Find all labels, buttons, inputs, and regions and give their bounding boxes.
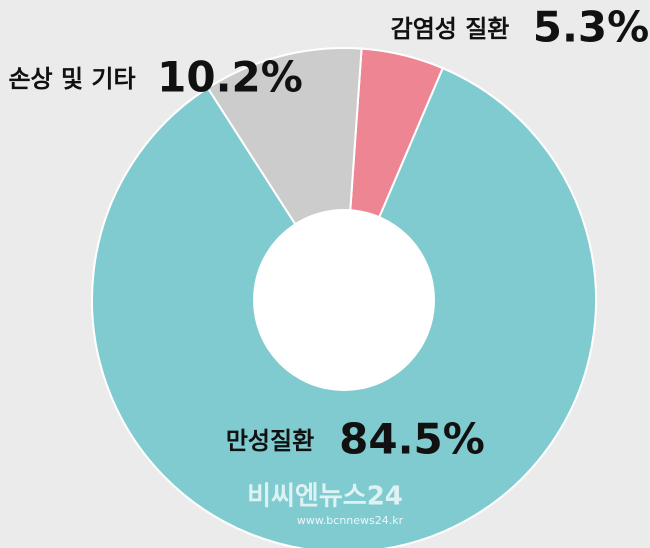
value-label: 10.2% — [157, 53, 303, 102]
category-label: 감염성 질환 — [391, 15, 510, 43]
donut-hole — [253, 209, 435, 391]
category-label: 손상 및 기타 — [8, 65, 135, 93]
value-label: 84.5% — [339, 415, 485, 464]
labels: 감염성 질환 5.3% 만성질환 84.5% 손상 및 기타 10.2% — [8, 3, 649, 464]
category-label: 만성질환 — [226, 427, 314, 455]
watermark-url: www.bcnnews24.kr — [297, 514, 404, 527]
watermark-name: 비씨엔뉴스24 — [247, 482, 403, 512]
value-label: 5.3% — [533, 3, 649, 52]
